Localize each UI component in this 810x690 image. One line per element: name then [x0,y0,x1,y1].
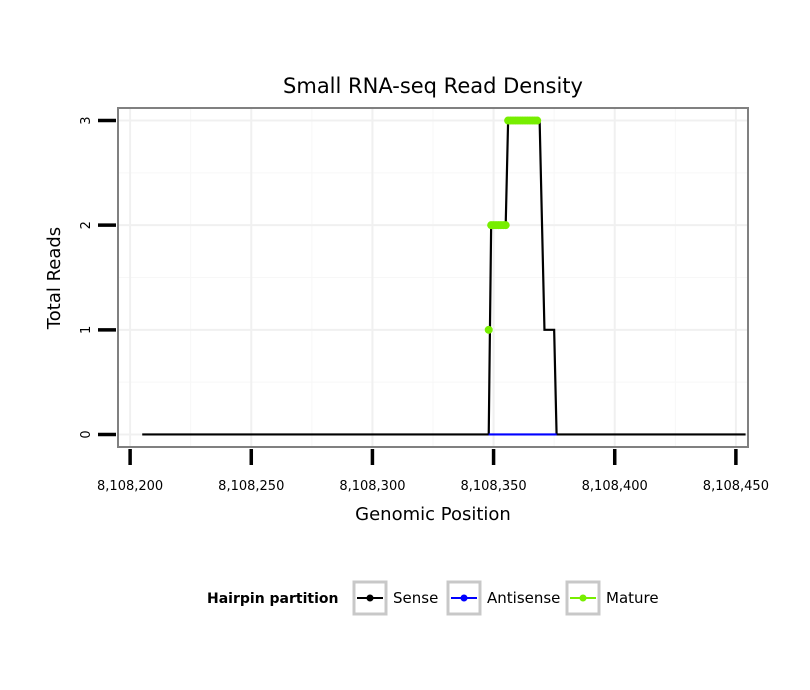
x-tick-label-1: 8,108,250 [218,479,284,494]
x-tick-label-4: 8,108,400 [582,479,648,494]
plot-border [117,107,749,448]
chart-title: Small RNA-seq Read Density [283,74,583,98]
y-tick-label-3: 3 [79,116,94,124]
y-tick-label-1: 1 [79,326,94,334]
legend-label-mature: Mature [606,589,659,607]
series-points [484,116,542,334]
y-tick-label-2: 2 [79,221,94,229]
legend-key-sense-point [366,594,374,602]
y-axis: 0 1 2 3 [79,116,116,439]
mature-point-20 [533,116,542,125]
mature-point-0 [484,325,493,334]
x-tick-label-5: 8,108,450 [703,479,769,494]
x-axis: 8,108,200 8,108,250 8,108,300 8,108,350 8,10… [97,449,769,494]
x-tick-label-2: 8,108,300 [339,479,405,494]
x-tick-label-0: 8,108,200 [97,479,163,494]
legend-label-antisense: Antisense [487,589,560,607]
legend-key-mature-point [579,594,587,602]
legend-item-antisense: Antisense [446,580,560,616]
x-axis-title: Genomic Position [355,504,511,525]
x-tick-label-3: 8,108,350 [460,479,526,494]
legend-key-antisense-point [460,594,468,602]
y-tick-label-0: 0 [79,430,94,438]
legend-label-sense: Sense [393,589,438,607]
legend: Hairpin partition Sense Antisense Mature [207,580,659,616]
y-axis-title: Total Reads [44,227,65,330]
mature-point-7 [501,221,510,230]
legend-item-sense: Sense [352,580,438,616]
legend-title: Hairpin partition [207,591,338,607]
legend-item-mature: Mature [565,580,659,616]
plot-area [117,107,749,448]
